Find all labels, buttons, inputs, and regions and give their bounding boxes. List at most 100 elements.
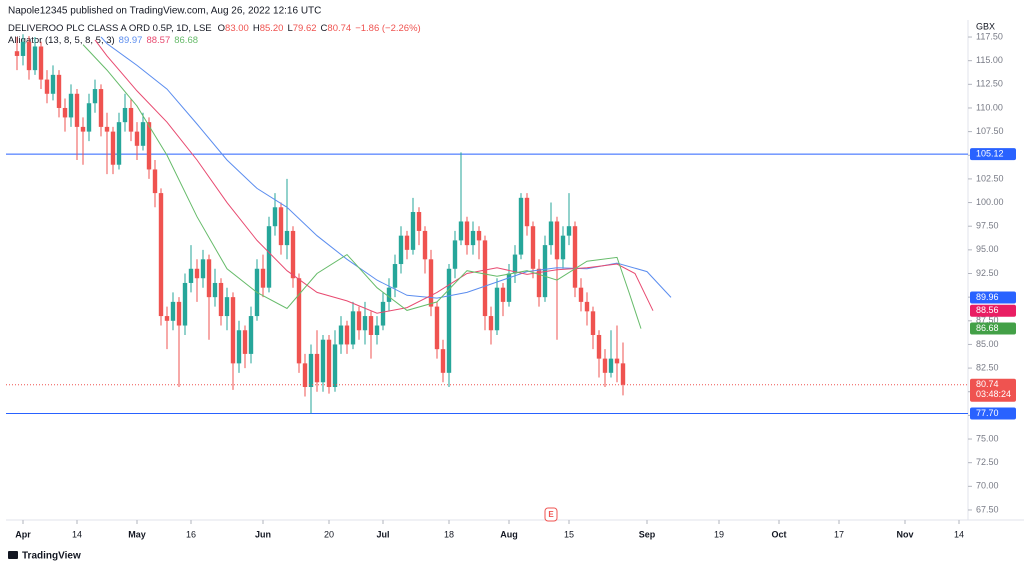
candle-body — [170, 301, 176, 321]
candle-body — [14, 51, 20, 56]
candle-body — [74, 93, 80, 127]
ohlc-value: 79.62 — [293, 23, 317, 34]
y-tick-label: 75.00 — [976, 433, 999, 443]
candle-body — [140, 122, 146, 146]
indicator-badge-bg — [970, 291, 1016, 304]
candle-body — [62, 107, 68, 118]
candle-body — [404, 235, 410, 250]
candle-body — [230, 297, 236, 364]
y-tick-label: 100.00 — [976, 197, 1004, 207]
candle-body — [248, 316, 254, 354]
y-tick-label: 112.50 — [976, 79, 1003, 89]
candle-body — [56, 74, 62, 108]
candle-body — [206, 259, 212, 298]
x-tick-label: May — [128, 529, 146, 539]
x-tick-label: Jul — [376, 529, 389, 539]
x-tick-label: 17 — [834, 529, 844, 539]
earnings-label: E — [548, 510, 554, 519]
candle-body — [20, 41, 26, 56]
x-tick-label: 16 — [186, 529, 196, 539]
candle-body — [116, 122, 122, 165]
candle-body — [374, 325, 380, 335]
candle-body — [422, 230, 428, 260]
indicator-badge: 88.56 — [976, 305, 999, 315]
logo-icon — [8, 551, 18, 559]
y-tick-label: 82.50 — [976, 362, 999, 372]
candle-body — [260, 268, 266, 288]
candle-body — [326, 339, 332, 388]
candle-body — [176, 301, 182, 326]
ohlc-value: 83.00 — [225, 23, 249, 34]
candle-body — [602, 358, 608, 373]
indicator-legend: Alligator (13, 8, 5, 8, 5, 3) 89.97 88.57 8… — [8, 35, 198, 46]
x-tick-label: 14 — [954, 529, 964, 539]
indicator-badge: 89.96 — [976, 292, 999, 302]
plot-area — [6, 34, 968, 414]
candle-body — [368, 316, 374, 335]
x-tick-label: 18 — [444, 529, 454, 539]
candle-body — [92, 89, 98, 104]
candle-body — [128, 107, 134, 132]
indicator-value: 89.97 — [119, 35, 143, 46]
candle-body — [104, 126, 110, 132]
candle-body — [122, 107, 128, 123]
x-tick-label: Nov — [896, 529, 913, 539]
ohlc-key: L — [287, 23, 292, 34]
candle-body — [560, 235, 566, 260]
price-line-badge: 105.12 — [976, 149, 1004, 159]
x-tick-label: 19 — [714, 529, 724, 539]
candle-body — [452, 240, 458, 269]
candle-body — [518, 197, 524, 255]
footer-logo: TradingView — [8, 551, 81, 562]
candle-body — [272, 207, 278, 227]
candle-body — [566, 226, 572, 236]
y-tick-label: 117.50 — [976, 31, 1003, 41]
y-tick-label: 95.00 — [976, 244, 999, 254]
candle-body — [614, 358, 620, 364]
y-tick-label: 92.50 — [976, 268, 999, 278]
y-tick-label: 97.50 — [976, 221, 999, 231]
candle-body — [200, 259, 206, 279]
candle-body — [596, 334, 602, 359]
candle-body — [344, 325, 350, 345]
y-tick-label: 85.00 — [976, 339, 999, 349]
candle-body — [554, 221, 560, 260]
candle-body — [380, 301, 386, 326]
candle-body — [44, 79, 50, 94]
candle-body — [26, 41, 32, 71]
candle-body — [80, 126, 86, 132]
candle-body — [386, 287, 392, 302]
candle-body — [530, 226, 536, 269]
candle-body — [524, 197, 530, 227]
candle-body — [86, 103, 92, 132]
candle-body — [464, 221, 470, 246]
indicator-badge-bg — [970, 322, 1016, 335]
candle-body — [50, 74, 56, 94]
y-tick-label: 72.50 — [976, 457, 999, 467]
symbol-legend: DELIVEROO PLC CLASS A ORD 0.5P, 1D, LSE O… — [8, 23, 421, 34]
ohlc-value: 85.20 — [260, 23, 284, 34]
x-tick-label: Jun — [255, 529, 271, 539]
candle-body — [350, 311, 356, 345]
candle-body — [506, 273, 512, 302]
candle-body — [164, 316, 170, 321]
candle-body — [500, 287, 506, 302]
candle-body — [146, 122, 152, 170]
candle-body — [428, 259, 434, 307]
candle-body — [236, 330, 242, 364]
candle-body — [242, 330, 248, 354]
candle-body — [578, 287, 584, 302]
candle-body — [68, 93, 74, 118]
candle-body — [590, 311, 596, 335]
candle-body — [512, 254, 518, 274]
candle-body — [308, 353, 314, 388]
candle-body — [536, 268, 542, 298]
candle-body — [302, 363, 308, 388]
legend: DELIVEROO PLC CLASS A ORD 0.5P, 1D, LSE O… — [8, 23, 421, 46]
candle-body — [476, 230, 482, 241]
candle-body — [584, 301, 590, 312]
candle-body — [314, 353, 320, 383]
candle-body — [548, 221, 554, 246]
y-tick-label: 67.50 — [976, 504, 999, 514]
x-tick-label: Aug — [500, 529, 518, 539]
